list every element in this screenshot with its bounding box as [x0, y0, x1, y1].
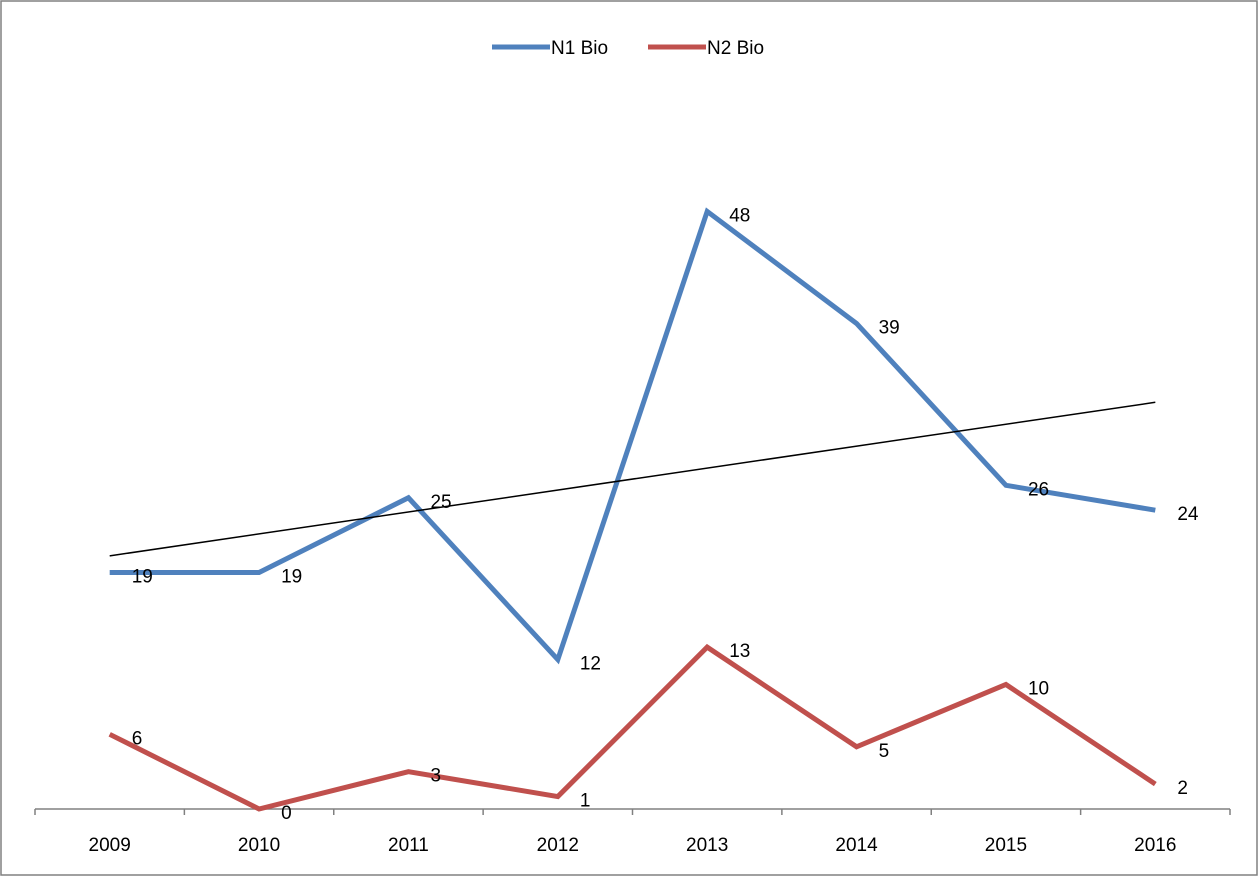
data-label-n1-bio: 26 [1028, 479, 1049, 500]
x-axis-tick-marks [34, 809, 1231, 815]
trendline-layer [109, 401, 1156, 557]
data-label-n2-bio: 0 [281, 803, 292, 824]
series-layer [108, 207, 1157, 812]
x-tick-label: 2013 [686, 835, 728, 856]
legend-item-n1-bio: N1 Bio [492, 38, 608, 59]
data-label-n1-bio: 24 [1177, 504, 1199, 525]
legend-label: N1 Bio [551, 38, 608, 59]
data-label-n2-bio: 3 [430, 766, 441, 787]
data-label-n1-bio: 12 [580, 654, 601, 675]
trendline-n1-bio [109, 401, 1156, 557]
x-axis-tick-labels: 2009 2010 2011 2012 2013 2014 2015 2016 [89, 835, 1177, 856]
data-label-n2-bio: 10 [1028, 679, 1049, 700]
legend-item-n2-bio: N2 Bio [648, 38, 764, 59]
data-label-n2-bio: 1 [580, 791, 591, 812]
data-label-n2-bio: 5 [879, 741, 890, 762]
data-label-n1-bio: 48 [729, 205, 750, 226]
data-label-n2-bio: 6 [132, 728, 143, 749]
legend: N1 Bio N2 Bio [492, 38, 764, 59]
data-label-n2-bio: 13 [729, 641, 750, 662]
data-labels: 19 19 25 12 48 39 26 24 6 0 3 1 13 5 10 2 [132, 205, 1199, 824]
data-label-n1-bio: 25 [430, 492, 451, 513]
x-tick-label: 2010 [238, 835, 280, 856]
series-line-n2-bio [108, 643, 1157, 812]
data-label-n1-bio: 19 [281, 566, 302, 587]
x-tick-label: 2012 [537, 835, 579, 856]
x-tick-label: 2009 [89, 835, 131, 856]
data-label-n1-bio: 19 [132, 566, 153, 587]
x-tick-label: 2014 [835, 835, 878, 856]
data-label-n2-bio: 2 [1177, 778, 1188, 799]
x-tick-label: 2016 [1134, 835, 1176, 856]
x-tick-label: 2011 [388, 835, 429, 856]
x-tick-label: 2015 [985, 835, 1027, 856]
legend-label: N2 Bio [707, 38, 764, 59]
data-label-n1-bio: 39 [879, 317, 900, 338]
series-line-n1-bio [109, 207, 1156, 665]
